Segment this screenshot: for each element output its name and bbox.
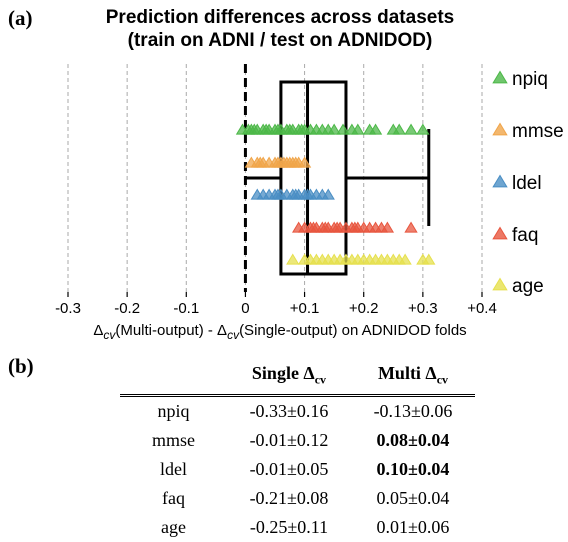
chart-plot: -0.3 -0.2 -0.1 0 +0.1 +0.2 +0.3 +0.4 npiq mmse lde… bbox=[55, 64, 564, 317]
x-tick-label: +0.1 bbox=[290, 300, 320, 317]
table-row: npiq -0.33±0.16 -0.13±0.06 bbox=[120, 395, 475, 426]
data-point-npiq bbox=[327, 123, 341, 135]
multi-value: 0.05±0.04 bbox=[376, 487, 450, 508]
data-point-npiq bbox=[351, 123, 365, 135]
chart-title-line1: Prediction differences across datasets bbox=[105, 7, 455, 28]
boxplot-box bbox=[279, 80, 348, 276]
multi-value: 0.08±0.04 bbox=[376, 429, 450, 450]
x-tick-label: 0 bbox=[241, 300, 249, 317]
x-tick-label: -0.1 bbox=[173, 300, 199, 317]
row-label: npiq bbox=[157, 400, 190, 421]
x-tick-label: +0.2 bbox=[349, 300, 379, 317]
row-label: mmse bbox=[152, 429, 195, 450]
legend-marker-ldel bbox=[492, 174, 508, 188]
legend-marker-age bbox=[492, 277, 508, 291]
data-point-ldel bbox=[321, 188, 335, 200]
single-value: -0.33±0.16 bbox=[249, 400, 329, 421]
data-point-age bbox=[286, 253, 300, 265]
x-axis-label: Δcv(Multi-output) - Δcv(Single-output) o… bbox=[93, 322, 467, 342]
legend-label-faq: faq bbox=[512, 225, 538, 246]
multi-value: -0.13±0.06 bbox=[373, 400, 453, 421]
data-point-faq bbox=[380, 221, 395, 233]
single-value: -0.25±0.11 bbox=[249, 516, 329, 537]
data-point-npiq bbox=[368, 123, 383, 135]
panel-b-label: (b) bbox=[8, 354, 34, 378]
table-row: ldel -0.01±0.05 0.10±0.04 bbox=[120, 455, 475, 484]
single-value: -0.01±0.12 bbox=[249, 429, 329, 450]
chart-title-line2: (train on ADNI / test on ADNIDOD) bbox=[127, 30, 433, 51]
chart-title: Prediction differences across datasets (… bbox=[70, 6, 490, 52]
row-label: age bbox=[161, 516, 186, 537]
data-point-mmse bbox=[297, 156, 312, 168]
data-point-npiq bbox=[404, 123, 418, 135]
header-empty bbox=[120, 360, 227, 395]
table-row: mmse -0.01±0.12 0.08±0.04 bbox=[120, 426, 475, 455]
row-label: ldel bbox=[160, 458, 187, 479]
data-point-npiq bbox=[336, 123, 350, 135]
multi-value: 0.10±0.04 bbox=[376, 458, 450, 479]
legend-label-age: age bbox=[512, 276, 544, 297]
legend-label-ldel: ldel bbox=[512, 173, 542, 194]
legend-marker-npiq bbox=[492, 70, 508, 84]
multi-value: 0.01±0.06 bbox=[376, 516, 450, 537]
legend-marker-mmse bbox=[492, 122, 508, 136]
panel-a-label: (a) bbox=[8, 6, 33, 30]
x-tick-label: +0.4 bbox=[467, 300, 497, 317]
legend-label-npiq: npiq bbox=[512, 69, 548, 90]
results-table: Single Δcv Multi Δcv npiq -0.33±0.16 -0.13… bbox=[120, 360, 475, 542]
data-point-age bbox=[422, 253, 436, 265]
data-point-age bbox=[398, 253, 412, 265]
single-value: -0.21±0.08 bbox=[249, 487, 329, 508]
data-point-npiq bbox=[416, 123, 430, 135]
legend-marker-faq bbox=[492, 226, 508, 240]
x-tick-label: -0.3 bbox=[55, 300, 81, 317]
x-tick-label: +0.3 bbox=[408, 300, 438, 317]
x-tick-label: -0.2 bbox=[114, 300, 140, 317]
legend-label-mmse: mmse bbox=[512, 121, 564, 142]
table-row: faq -0.21±0.08 0.05±0.04 bbox=[120, 484, 475, 513]
row-label: faq bbox=[162, 487, 185, 508]
header-single: Single Δcv bbox=[251, 363, 327, 387]
data-point-npiq bbox=[392, 123, 406, 135]
table-header-row: Single Δcv Multi Δcv bbox=[120, 360, 475, 396]
header-multi: Multi Δcv bbox=[377, 363, 449, 387]
data-point-faq bbox=[404, 221, 418, 233]
table-row: age -0.25±0.11 0.01±0.06 bbox=[120, 513, 475, 542]
single-value: -0.01±0.05 bbox=[249, 458, 329, 479]
